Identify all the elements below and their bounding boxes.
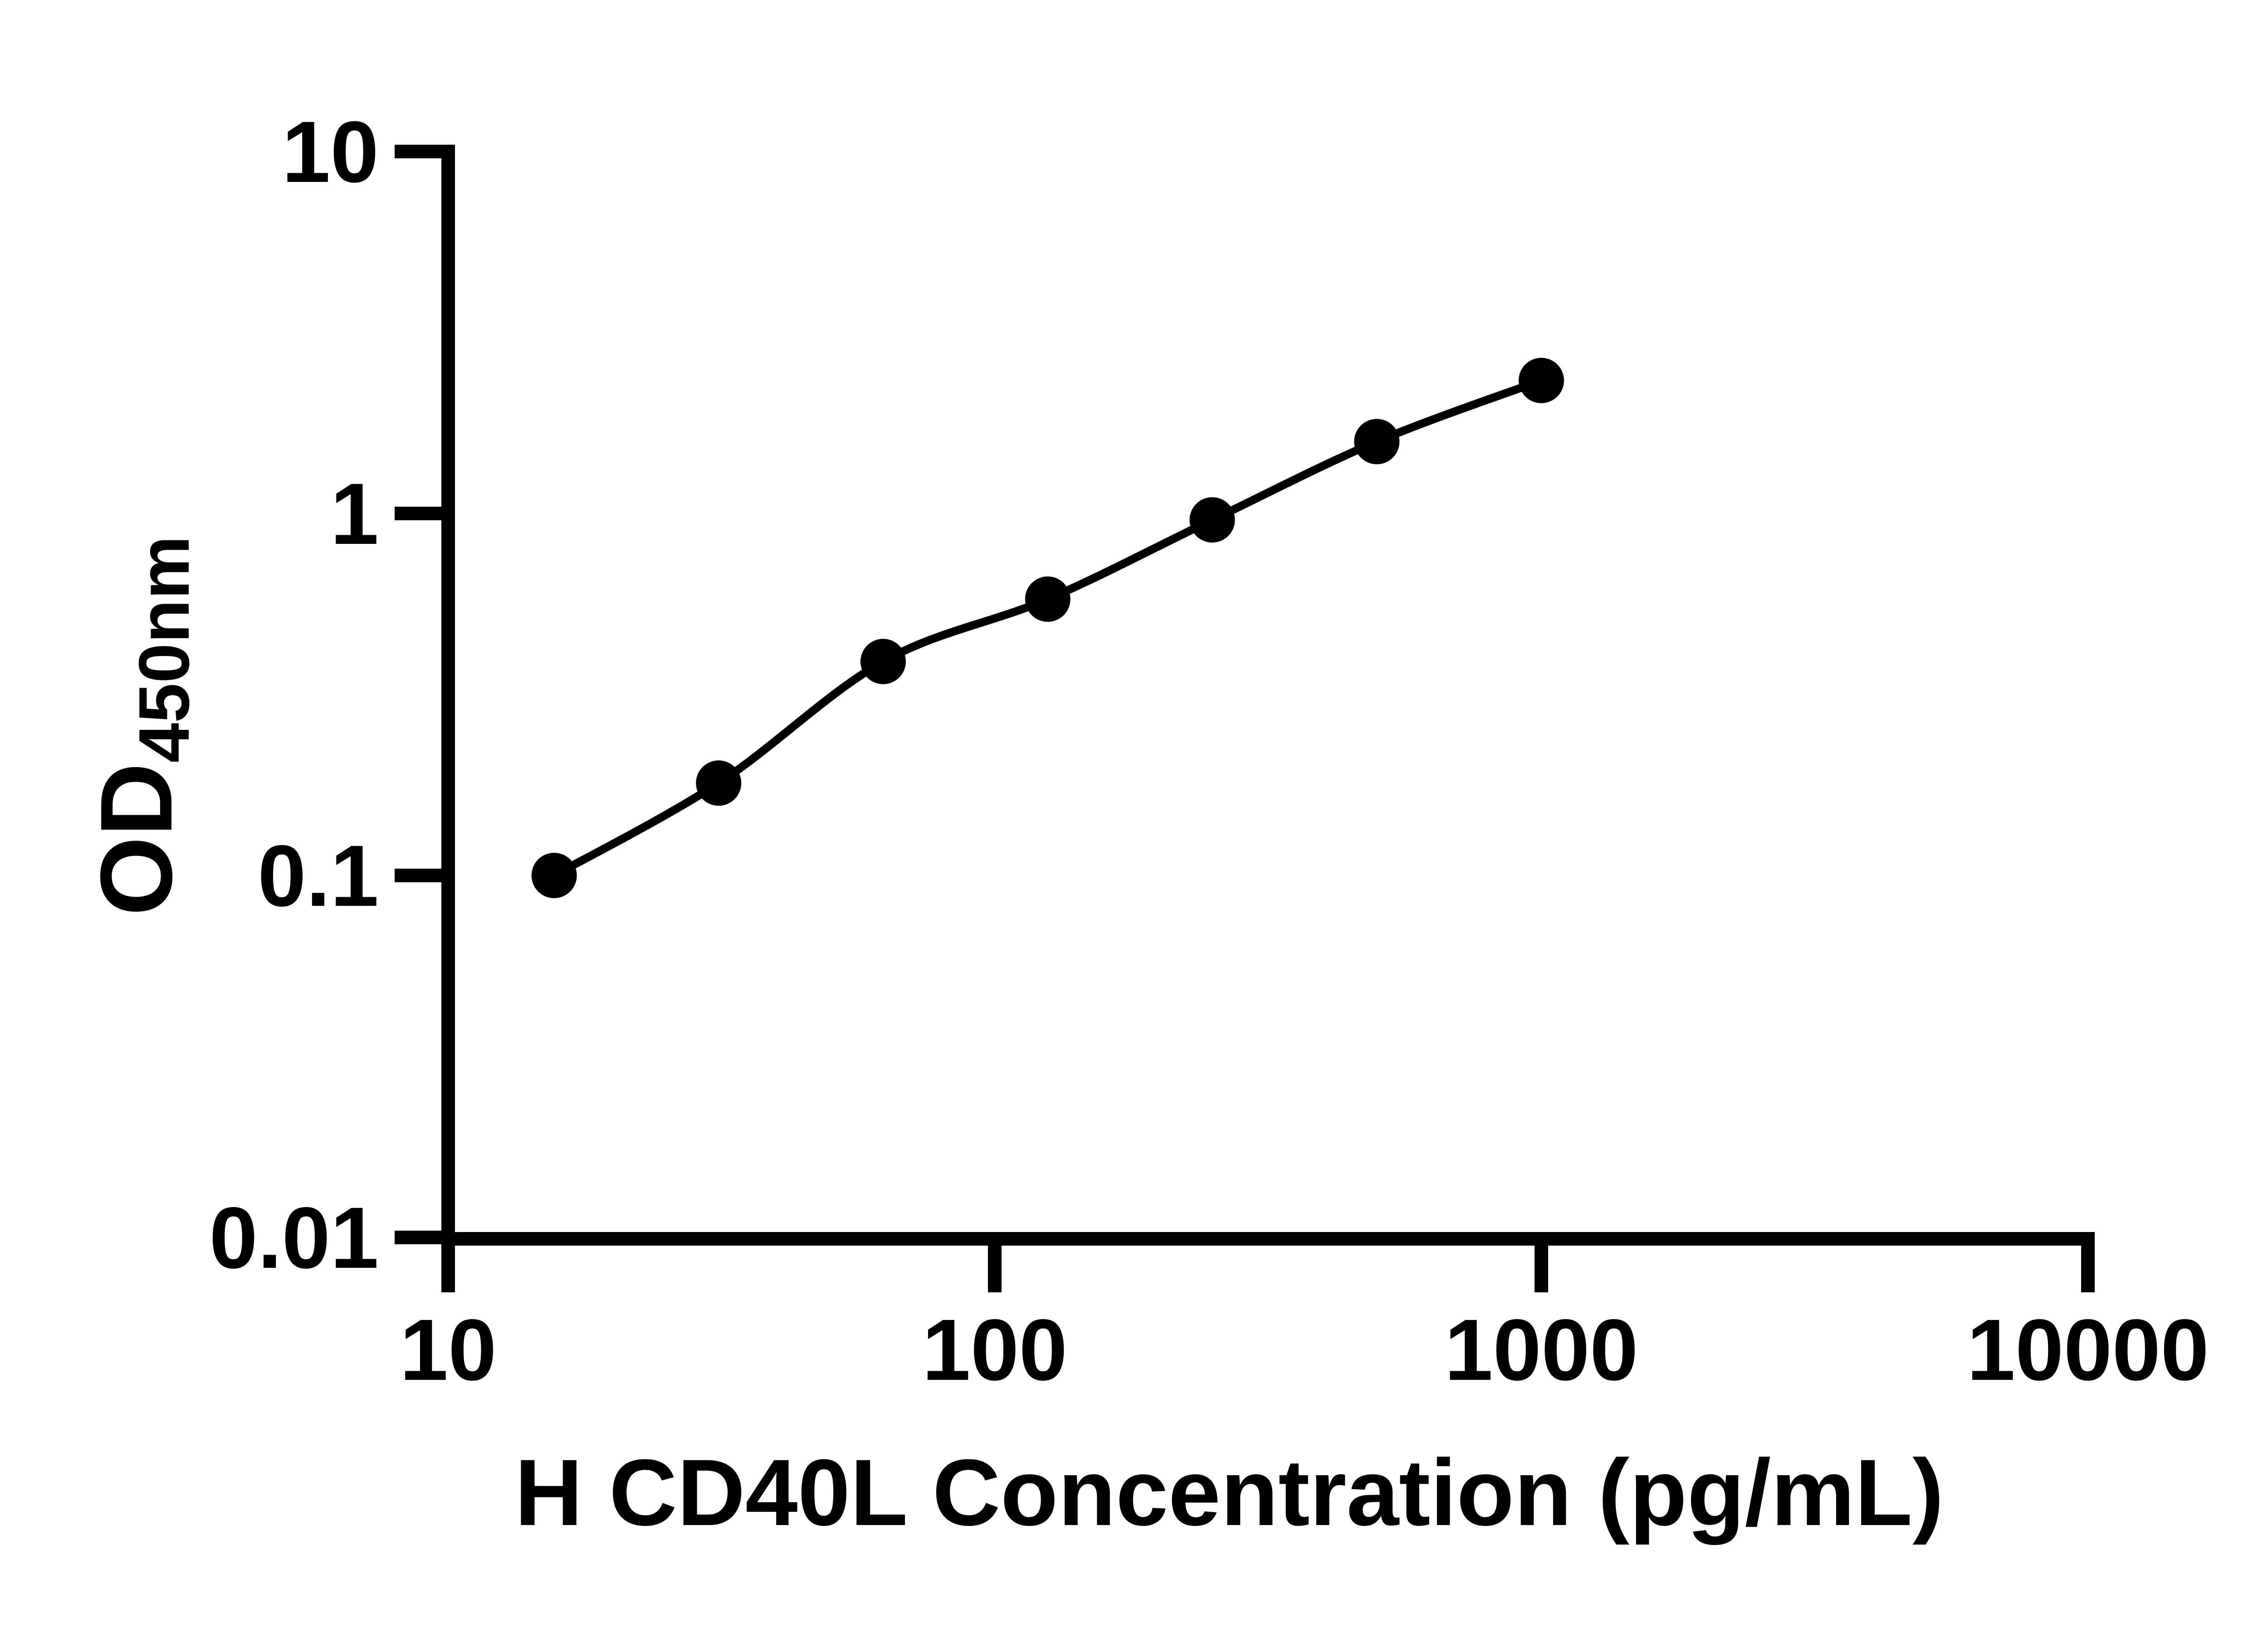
x-axis-title: H CD40L Concentration (pg/mL) <box>515 1440 1944 1545</box>
x-tick-label: 1000 <box>1444 1301 1638 1398</box>
x-tick-labels: 10 100 1000 10000 <box>400 1301 2209 1398</box>
x-tick-label: 10000 <box>1967 1301 2209 1398</box>
data-point <box>860 639 906 684</box>
x-tick-label: 100 <box>922 1301 1067 1398</box>
data-point <box>1189 497 1235 543</box>
y-tick-label: 0.1 <box>258 827 379 924</box>
data-point <box>1354 419 1400 464</box>
data-point <box>1519 357 1564 403</box>
data-point <box>696 760 742 806</box>
y-tick-label: 1 <box>330 465 379 562</box>
data-point <box>531 853 577 898</box>
tick-marks <box>395 145 2095 1292</box>
data-points <box>531 357 1564 898</box>
y-axis-title-main: OD <box>79 763 193 916</box>
y-tick-labels: 10 1 0.1 0.01 <box>209 103 379 1286</box>
data-point <box>1025 576 1070 622</box>
y-tick-label: 0.01 <box>209 1189 379 1286</box>
y-tick-label: 10 <box>282 103 379 200</box>
y-axis-title-subscript: 450nm <box>124 536 204 763</box>
y-axis-title: OD450nm <box>79 536 204 916</box>
x-tick-label: 10 <box>400 1301 497 1398</box>
axes <box>441 145 2095 1246</box>
